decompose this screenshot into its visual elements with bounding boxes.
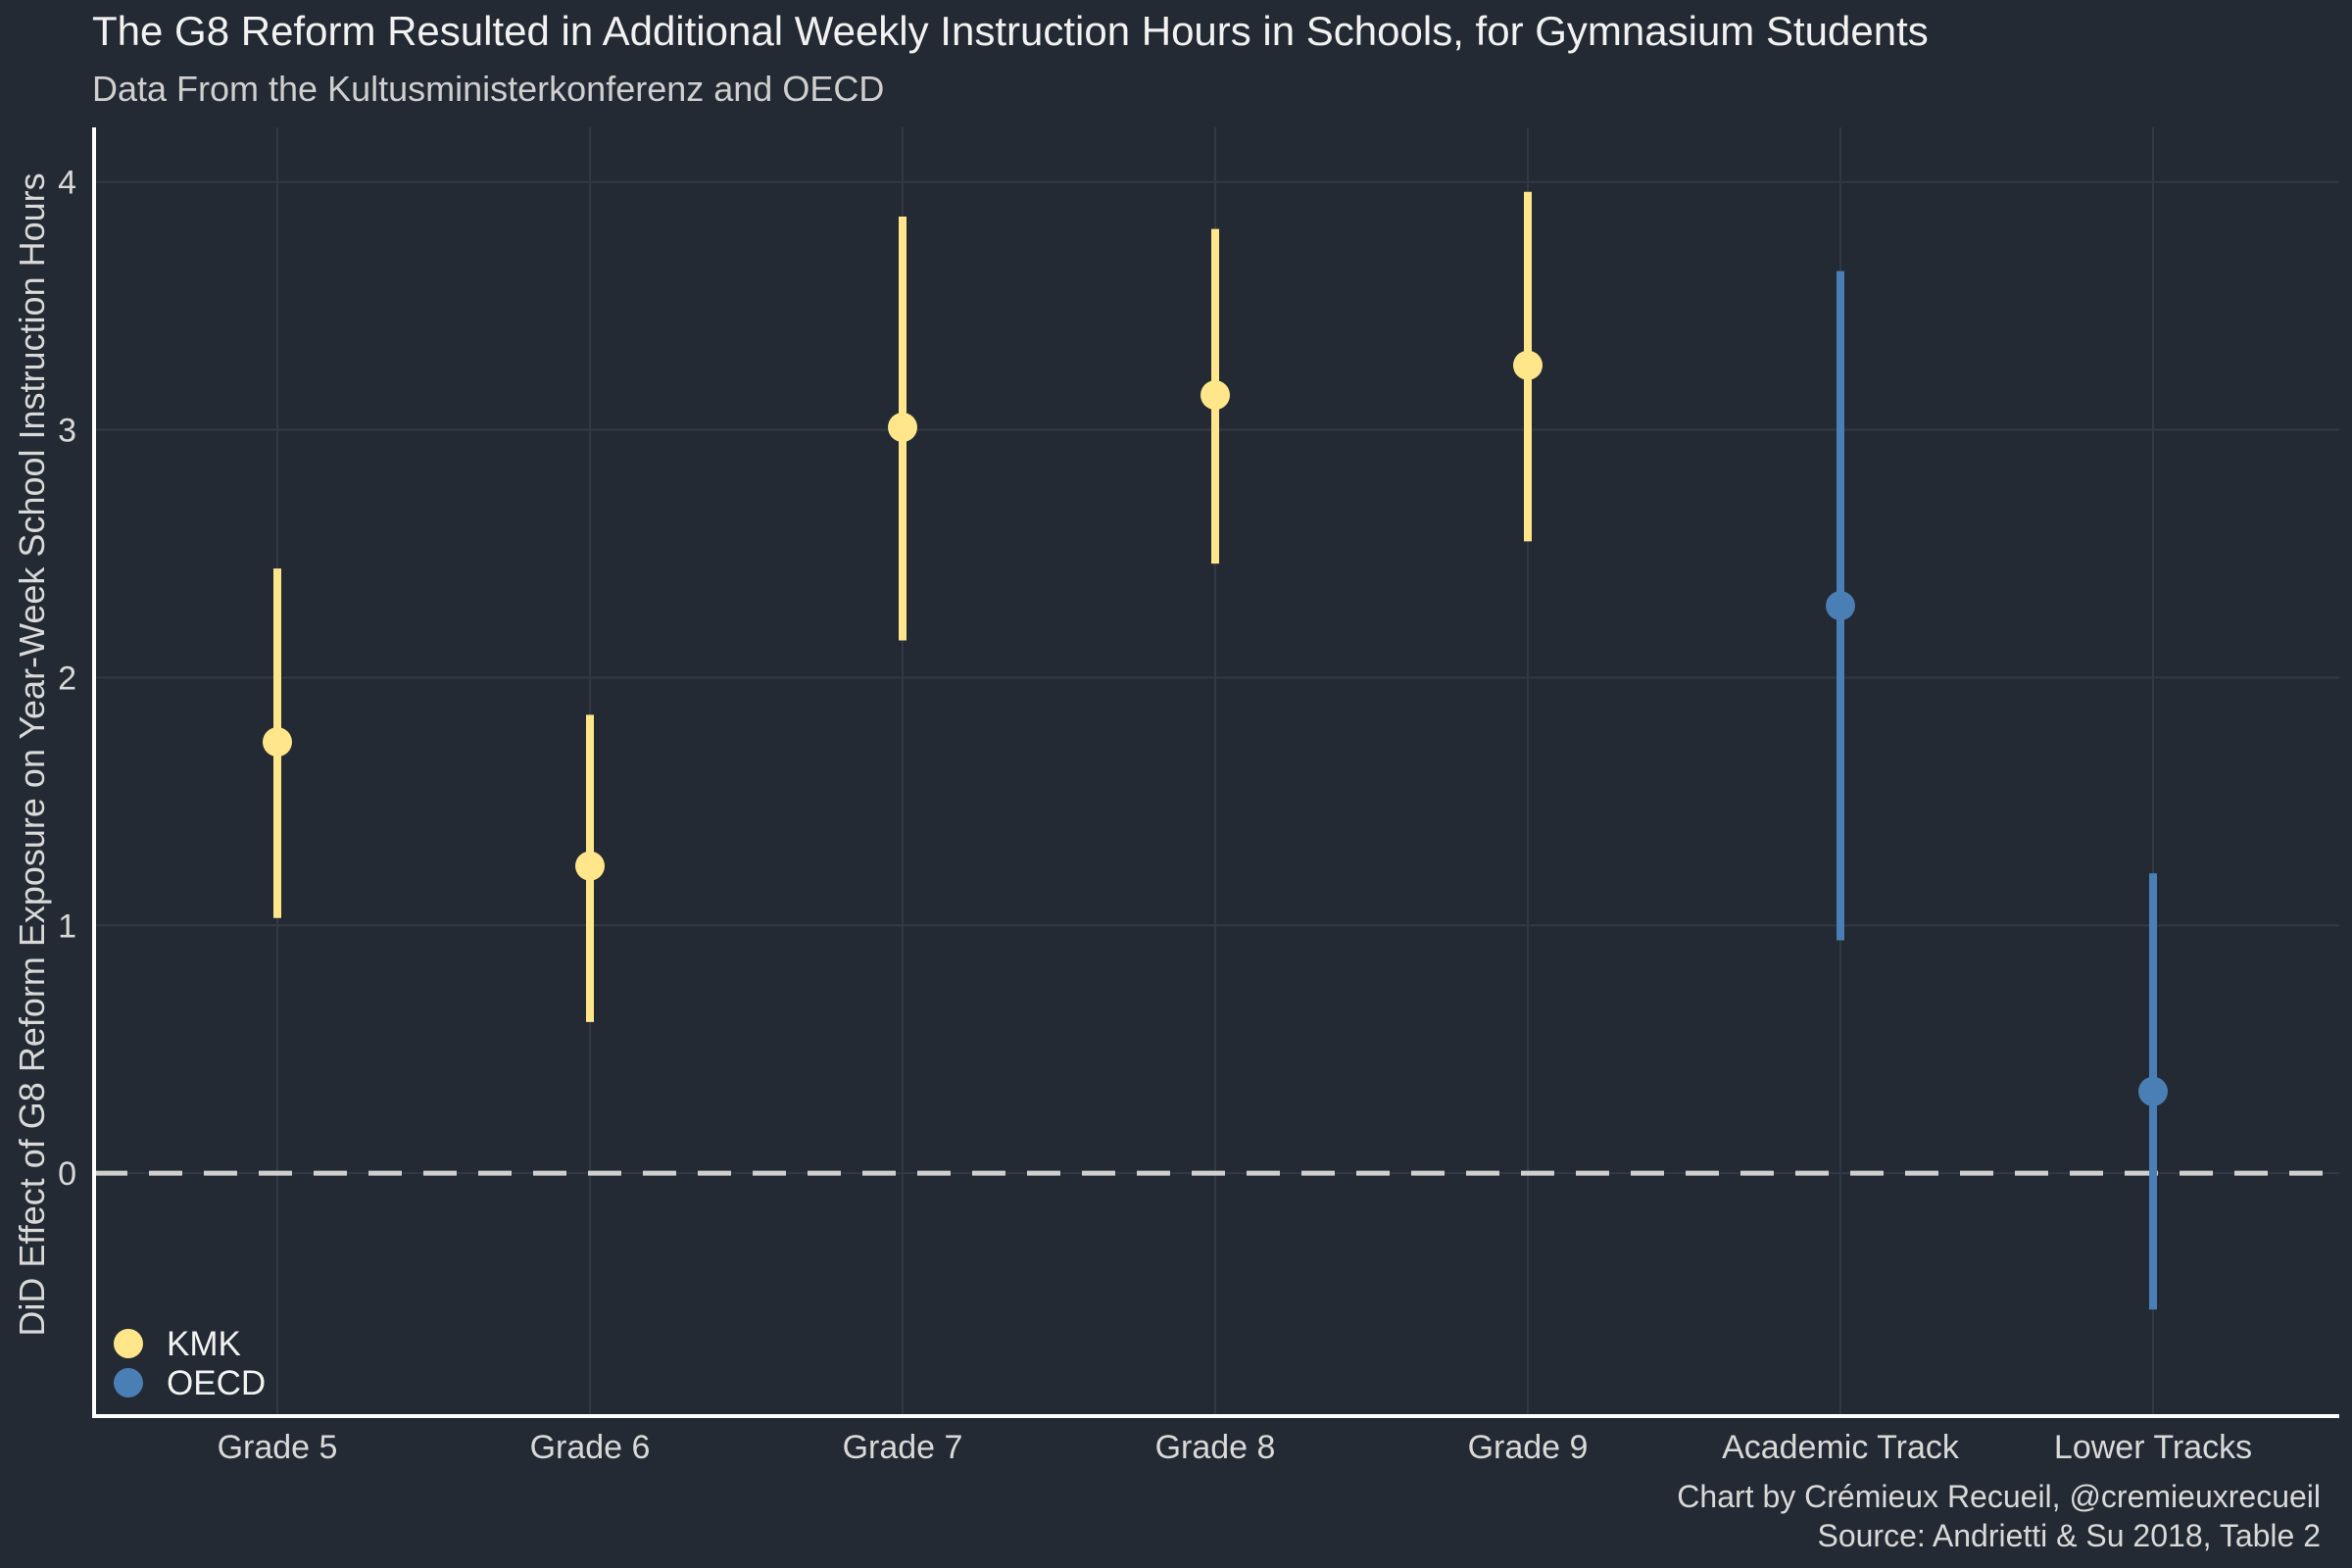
y-tick-label-1: 1	[58, 907, 76, 945]
y-tick-label-4: 4	[58, 165, 76, 202]
y-axis-label: DiD Effect of G8 Reform Exposure on Year…	[12, 172, 52, 1336]
x-tick-label-grade-6: Grade 6	[530, 1429, 651, 1466]
legend-label-kmk: KMK	[167, 1325, 241, 1363]
legend-swatch-oecd	[114, 1368, 143, 1397]
x-tick-label-grade-7: Grade 7	[843, 1429, 963, 1466]
series-group	[263, 191, 2168, 1310]
x-tick-label-grade-9: Grade 9	[1468, 1429, 1589, 1466]
point-grade-9	[1513, 350, 1543, 380]
chart-subtitle: Data From the Kultusministerkonferenz an…	[92, 69, 884, 109]
point-grade-7	[888, 412, 917, 442]
legend-label-oecd: OECD	[167, 1364, 266, 1402]
y-tick-label-0: 0	[58, 1155, 76, 1193]
caption-source: Source: Andrietti & Su 2018, Table 2	[1817, 1518, 2321, 1553]
y-tick-labels: 0 1 2 3 4	[58, 165, 76, 1194]
caption-credit: Chart by Crémieux Recueil, @cremieuxrecu…	[1677, 1479, 2321, 1514]
point-grade-5	[263, 727, 292, 758]
x-tick-label-grade-5: Grade 5	[218, 1429, 338, 1466]
point-grade-6	[575, 851, 605, 881]
x-tick-label-grade-8: Grade 8	[1155, 1429, 1276, 1466]
point-grade-8	[1200, 380, 1230, 411]
x-tick-label-academic-track: Academic Track	[1722, 1429, 1960, 1466]
y-tick-label-2: 2	[58, 660, 76, 697]
x-tick-labels: Grade 5 Grade 6 Grade 7 Grade 8 Grade 9 Acade…	[218, 1429, 2253, 1466]
legend-swatch-kmk	[114, 1329, 143, 1358]
x-tick-label-lower-tracks: Lower Tracks	[2054, 1429, 2252, 1466]
point-academic-track	[1826, 591, 1855, 621]
point-lower-tracks	[2138, 1076, 2168, 1106]
y-tick-label-3: 3	[58, 413, 76, 450]
chart-title: The G8 Reform Resulted in Additional Wee…	[92, 8, 1929, 54]
